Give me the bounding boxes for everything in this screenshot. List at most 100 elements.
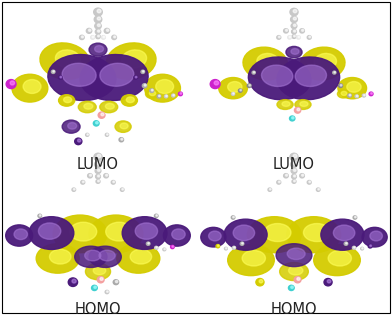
Circle shape	[96, 35, 100, 39]
Circle shape	[98, 30, 100, 32]
Circle shape	[97, 162, 100, 165]
Circle shape	[210, 80, 220, 89]
Circle shape	[283, 29, 288, 33]
Circle shape	[120, 188, 124, 191]
Ellipse shape	[172, 229, 185, 240]
Circle shape	[135, 76, 137, 78]
Circle shape	[156, 247, 157, 248]
Circle shape	[278, 181, 280, 183]
Ellipse shape	[38, 223, 61, 239]
Circle shape	[294, 35, 296, 37]
Circle shape	[277, 180, 281, 184]
Ellipse shape	[29, 217, 74, 249]
Ellipse shape	[277, 57, 339, 100]
Circle shape	[51, 70, 55, 73]
Ellipse shape	[289, 266, 303, 275]
Circle shape	[92, 285, 97, 290]
Ellipse shape	[94, 46, 103, 52]
Circle shape	[121, 138, 123, 140]
Ellipse shape	[264, 224, 291, 242]
Ellipse shape	[55, 50, 80, 68]
Circle shape	[154, 246, 158, 249]
Circle shape	[134, 76, 138, 79]
Ellipse shape	[314, 244, 360, 276]
Circle shape	[290, 8, 298, 16]
Circle shape	[105, 290, 109, 294]
Circle shape	[297, 108, 300, 111]
Circle shape	[247, 84, 251, 88]
Circle shape	[294, 175, 296, 177]
Circle shape	[307, 36, 311, 39]
Circle shape	[97, 154, 101, 158]
Text: LUMO: LUMO	[77, 157, 119, 172]
Circle shape	[292, 175, 296, 179]
Circle shape	[355, 95, 358, 98]
Circle shape	[171, 245, 174, 249]
Circle shape	[309, 36, 310, 38]
Ellipse shape	[100, 101, 118, 113]
Circle shape	[142, 84, 147, 88]
Circle shape	[293, 162, 296, 165]
Circle shape	[146, 242, 150, 245]
Circle shape	[157, 95, 161, 98]
Circle shape	[294, 24, 296, 26]
Ellipse shape	[163, 225, 190, 246]
Circle shape	[339, 84, 343, 88]
Circle shape	[68, 278, 78, 286]
Circle shape	[164, 249, 165, 250]
Ellipse shape	[286, 46, 302, 58]
Ellipse shape	[338, 90, 349, 98]
Ellipse shape	[49, 249, 71, 264]
Ellipse shape	[120, 123, 128, 129]
Ellipse shape	[347, 82, 361, 92]
Ellipse shape	[64, 97, 72, 103]
Circle shape	[353, 216, 357, 219]
Circle shape	[259, 280, 263, 283]
Circle shape	[97, 24, 100, 26]
Ellipse shape	[89, 43, 107, 56]
Circle shape	[368, 244, 372, 248]
Ellipse shape	[135, 223, 158, 239]
Ellipse shape	[78, 101, 96, 113]
Circle shape	[288, 36, 291, 39]
Circle shape	[290, 153, 298, 161]
Circle shape	[297, 36, 300, 39]
Circle shape	[371, 93, 372, 94]
Ellipse shape	[277, 100, 293, 109]
Circle shape	[354, 247, 355, 248]
Circle shape	[60, 76, 62, 78]
Circle shape	[285, 29, 288, 31]
Ellipse shape	[249, 57, 311, 100]
Ellipse shape	[36, 244, 79, 273]
Circle shape	[361, 247, 363, 250]
Circle shape	[94, 16, 102, 23]
Circle shape	[340, 84, 342, 86]
Circle shape	[324, 278, 332, 286]
Circle shape	[86, 28, 92, 33]
Circle shape	[92, 36, 94, 38]
Text: LUMO: LUMO	[273, 157, 315, 172]
Ellipse shape	[70, 222, 97, 241]
Ellipse shape	[99, 250, 115, 261]
Circle shape	[172, 246, 174, 247]
Circle shape	[97, 17, 101, 20]
Circle shape	[269, 189, 271, 190]
Circle shape	[96, 122, 98, 124]
Ellipse shape	[53, 215, 107, 253]
Circle shape	[231, 92, 235, 95]
Circle shape	[6, 80, 16, 89]
Circle shape	[165, 95, 168, 98]
Circle shape	[172, 94, 175, 97]
Circle shape	[95, 23, 101, 29]
Ellipse shape	[219, 77, 247, 99]
Circle shape	[352, 246, 356, 249]
Circle shape	[78, 139, 81, 142]
Ellipse shape	[247, 217, 301, 253]
Circle shape	[98, 35, 100, 37]
Circle shape	[301, 174, 304, 176]
Circle shape	[242, 243, 243, 244]
Ellipse shape	[362, 227, 387, 247]
Circle shape	[144, 84, 146, 86]
Circle shape	[103, 36, 105, 38]
Ellipse shape	[85, 250, 101, 261]
